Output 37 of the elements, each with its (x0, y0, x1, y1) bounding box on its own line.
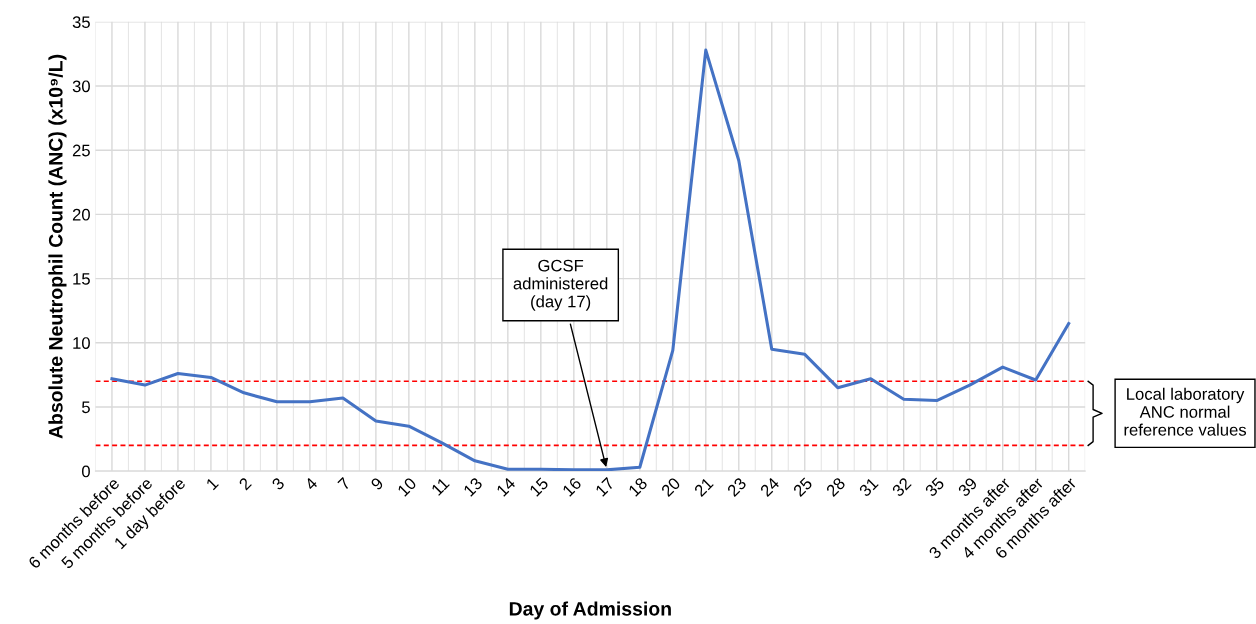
x-tick-label: 11 (430, 476, 450, 496)
x-tick-label: 20 (660, 476, 681, 498)
x-tick-label: 16 (561, 476, 582, 497)
x-tick-label: 32 (891, 476, 912, 498)
x-tick-label: 17 (595, 477, 615, 497)
x-tick-label: 9 (370, 476, 384, 491)
line-series (110, 48, 1071, 472)
y-tick-label: 0 (81, 465, 90, 478)
x-tick-label: 13 (462, 476, 483, 497)
x-axis-title: Day of Admission (509, 601, 671, 620)
x-tick-label: 25 (792, 476, 813, 498)
x-tick-label: 1 (205, 476, 219, 491)
x-tick-label: 21 (693, 476, 714, 498)
y-tick-label: 10 (73, 337, 90, 349)
x-tick-label: 3 (271, 476, 286, 491)
y-tick-label: 20 (72, 208, 90, 221)
x-tick-label: 39 (957, 476, 978, 498)
x-tick-label: 31 (858, 476, 879, 498)
y-tick-label: 30 (72, 80, 90, 93)
x-tick-label: 23 (726, 476, 747, 498)
x-tick-label: 28 (825, 476, 846, 498)
text: Local laboratory ANC normal reference values (1124, 387, 1247, 436)
y-axis-title: Absolute Neutrophil Count (ANC) (x10⁹/L) (48, 54, 67, 439)
x-tick-label: 35 (924, 476, 945, 498)
x-tick-label: 15 (529, 476, 549, 497)
x-tick-label: 7 (337, 477, 351, 491)
y-tick-label: 15 (73, 273, 90, 285)
y-tick-label: 5 (81, 401, 90, 414)
x-tick-label: 2 (238, 476, 252, 491)
x-tick-label: 24 (759, 476, 780, 498)
y-tick-label: 35 (72, 16, 90, 29)
x-tick-label: 18 (627, 476, 648, 497)
x-tick-label: 14 (496, 476, 517, 497)
annotation: GCSF administered (day 17) (513, 259, 608, 311)
y-tick-label: 25 (72, 144, 90, 157)
x-tick-label: 10 (396, 476, 418, 497)
x-tick-label: 4 (304, 476, 319, 491)
